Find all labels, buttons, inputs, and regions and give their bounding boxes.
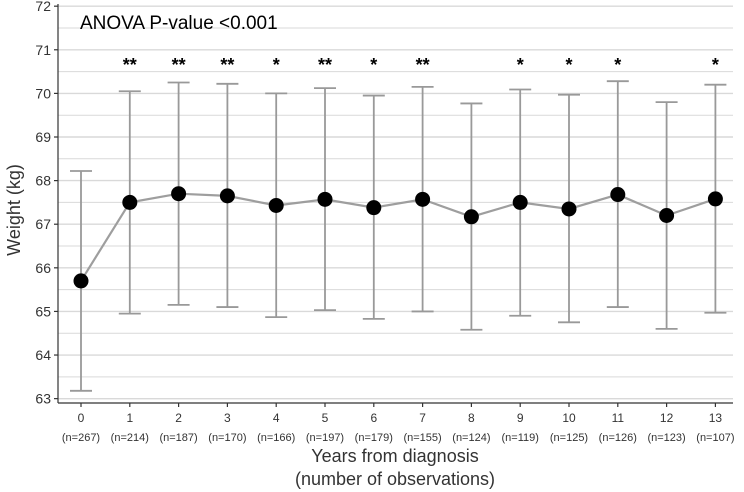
significance-marker: ** xyxy=(172,55,186,75)
data-layer xyxy=(70,80,727,392)
mean-point xyxy=(610,187,626,203)
y-tick-label: 69 xyxy=(35,129,51,145)
significance-marker: * xyxy=(712,55,719,75)
y-tick-label: 63 xyxy=(35,391,51,407)
x-axis-label-line-2: (number of observations) xyxy=(295,469,495,489)
x-tick-label: 13 xyxy=(709,411,723,425)
y-tick-label: 68 xyxy=(35,173,51,189)
y-tick-label: 67 xyxy=(35,216,51,232)
mean-point xyxy=(268,197,284,213)
x-tick-label: 11 xyxy=(612,411,625,425)
grid-layer xyxy=(58,5,733,400)
significance-marker: * xyxy=(614,55,621,75)
x-tick-count-label: (n=125) xyxy=(550,432,588,444)
mean-point xyxy=(171,186,187,202)
significance-marker: ** xyxy=(416,55,430,75)
x-tick-label: 9 xyxy=(517,411,524,425)
x-axis-label-line-1: Years from diagnosis xyxy=(311,446,478,466)
significance-marker: ** xyxy=(318,55,332,75)
mean-point xyxy=(73,273,89,289)
x-tick-count-label: (n=107) xyxy=(696,432,734,444)
x-tick-count-label: (n=267) xyxy=(62,432,100,444)
x-tick-label: 2 xyxy=(175,411,182,425)
mean-point xyxy=(122,194,138,210)
y-tick-label: 70 xyxy=(35,85,51,101)
x-tick-count-label: (n=126) xyxy=(599,432,637,444)
significance-marker: * xyxy=(273,55,280,75)
mean-line xyxy=(80,192,716,282)
x-tick-count-label: (n=155) xyxy=(403,432,441,444)
x-tick-count-label: (n=166) xyxy=(257,432,295,444)
x-tick-count-label: (n=187) xyxy=(159,432,197,444)
x-tick-label: 8 xyxy=(468,411,475,425)
mean-point xyxy=(707,191,723,207)
x-tick-label: 12 xyxy=(660,411,674,425)
mean-point xyxy=(463,209,479,225)
y-axis-label: Weight (kg) xyxy=(4,164,24,256)
x-tick-label: 3 xyxy=(224,411,231,425)
y-tick-label: 64 xyxy=(35,347,51,363)
axis-layer: 636465666768697071720(n=267)1(n=214)2(n=… xyxy=(35,0,734,444)
y-tick-label: 65 xyxy=(35,303,51,319)
mean-point xyxy=(659,207,675,223)
mean-point xyxy=(561,201,577,217)
x-tick-label: 10 xyxy=(562,411,576,425)
mean-point xyxy=(219,188,235,204)
x-tick-count-label: (n=214) xyxy=(111,432,149,444)
x-tick-label: 4 xyxy=(273,411,280,425)
mean-point xyxy=(317,191,333,207)
x-tick-label: 0 xyxy=(78,411,85,425)
x-tick-label: 7 xyxy=(419,411,426,425)
significance-marker: ** xyxy=(123,55,137,75)
x-tick-count-label: (n=179) xyxy=(355,432,393,444)
y-tick-label: 66 xyxy=(35,260,51,276)
significance-marker: * xyxy=(370,55,377,75)
x-tick-count-label: (n=170) xyxy=(208,432,246,444)
x-tick-count-label: (n=124) xyxy=(452,432,490,444)
x-tick-count-label: (n=123) xyxy=(647,432,685,444)
significance-marker: * xyxy=(517,55,524,75)
significance-marker: ** xyxy=(220,55,234,75)
x-tick-count-label: (n=197) xyxy=(306,432,344,444)
significance-marker: * xyxy=(565,55,572,75)
x-tick-count-label: (n=119) xyxy=(501,432,538,444)
mean-point xyxy=(366,200,382,216)
x-tick-label: 5 xyxy=(322,411,329,425)
x-tick-label: 1 xyxy=(126,411,133,425)
y-tick-label: 71 xyxy=(35,42,51,58)
y-tick-label: 72 xyxy=(35,0,51,14)
mean-point xyxy=(512,194,528,210)
chart-title: ANOVA P-value <0.001 xyxy=(80,13,278,34)
x-tick-label: 6 xyxy=(370,411,377,425)
label-layer: ** ** ** * ** * ** * * * * xyxy=(123,55,719,75)
mean-point xyxy=(415,191,431,207)
